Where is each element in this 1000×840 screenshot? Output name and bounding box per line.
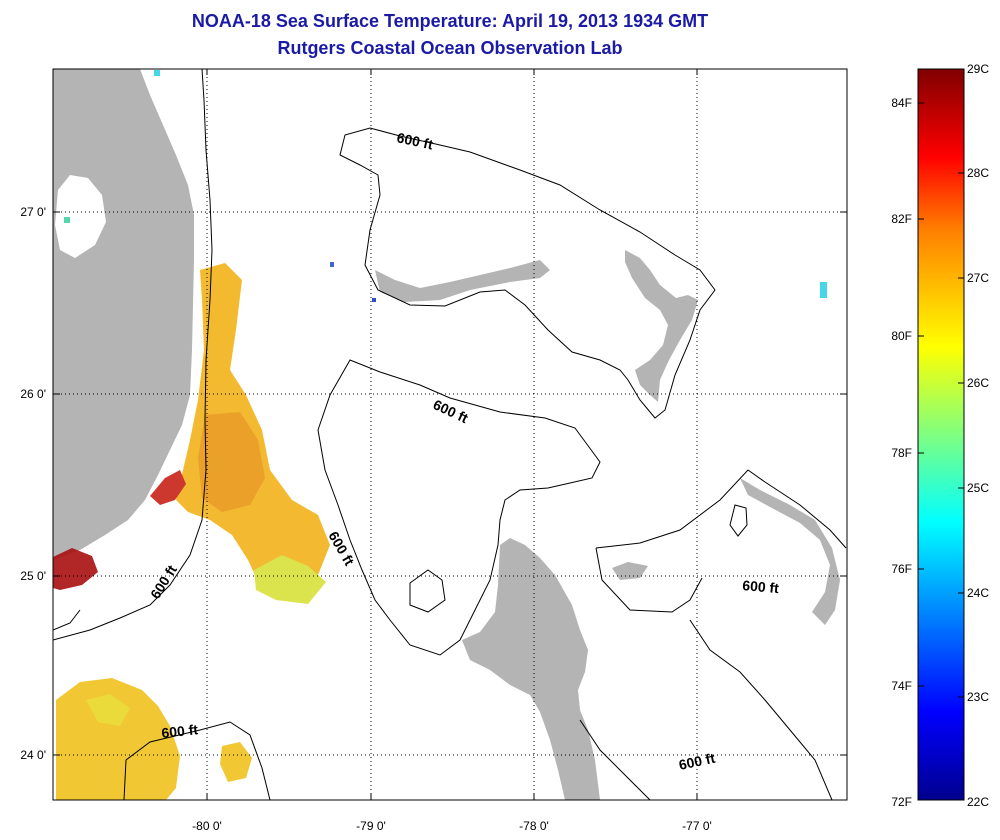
colorbar-label-f: 84F bbox=[891, 96, 912, 110]
colorbar-label-c: 27C bbox=[967, 271, 990, 285]
colorbar-ticks bbox=[918, 102, 964, 698]
map-title: NOAA-18 Sea Surface Temperature: April 1… bbox=[191, 11, 709, 31]
lat-label-25: 25 0' bbox=[20, 569, 46, 583]
colorbar bbox=[917, 68, 965, 801]
lake-okeechobee bbox=[55, 175, 106, 258]
lat-label-26: 26 0' bbox=[20, 387, 46, 401]
abaco-island bbox=[625, 250, 698, 402]
contour-label-600ft: 600 ft bbox=[395, 129, 434, 152]
lat-label-24: 24 0' bbox=[20, 748, 46, 762]
colorbar-label-f: 74F bbox=[891, 679, 912, 693]
lat-label-27: 27 0' bbox=[20, 205, 46, 219]
colorbar-label-f: 76F bbox=[891, 562, 912, 576]
colorbar-label-c: 24C bbox=[967, 586, 990, 600]
lon-label-78: -78 0' bbox=[519, 819, 549, 833]
lon-label-79: -79 0' bbox=[356, 819, 386, 833]
graticule bbox=[53, 69, 847, 800]
lon-label-77: -77 0' bbox=[682, 819, 712, 833]
colorbar-label-f: 82F bbox=[891, 212, 912, 226]
eleuthera-island bbox=[740, 478, 840, 625]
colorbar-label-c: 28C bbox=[967, 166, 990, 180]
colorbar-label-c: 29C bbox=[967, 62, 990, 76]
lon-label-80: -80 0' bbox=[192, 819, 222, 833]
grand-bahama-island bbox=[375, 260, 550, 302]
sst-patches bbox=[53, 70, 827, 800]
colorbar-label-f: 80F bbox=[891, 329, 912, 343]
colorbar-label-f: 72F bbox=[891, 795, 912, 809]
colorbar-label-c: 25C bbox=[967, 481, 990, 495]
colorbar-label-f: 78F bbox=[891, 446, 912, 460]
depth-contours bbox=[53, 69, 847, 800]
andros-island bbox=[462, 538, 600, 800]
colorbar-label-c: 22C bbox=[967, 795, 990, 809]
map-frame bbox=[52, 68, 848, 801]
axis-ticks bbox=[53, 69, 847, 800]
contour-label-600ft: 600 ft bbox=[161, 721, 199, 741]
colorbar-label-c: 26C bbox=[967, 376, 990, 390]
map-subtitle: Rutgers Coastal Ocean Observation Lab bbox=[277, 38, 623, 58]
colorbar-label-c: 23C bbox=[967, 690, 990, 704]
contour-label-600ft: 600 ft bbox=[742, 577, 780, 596]
